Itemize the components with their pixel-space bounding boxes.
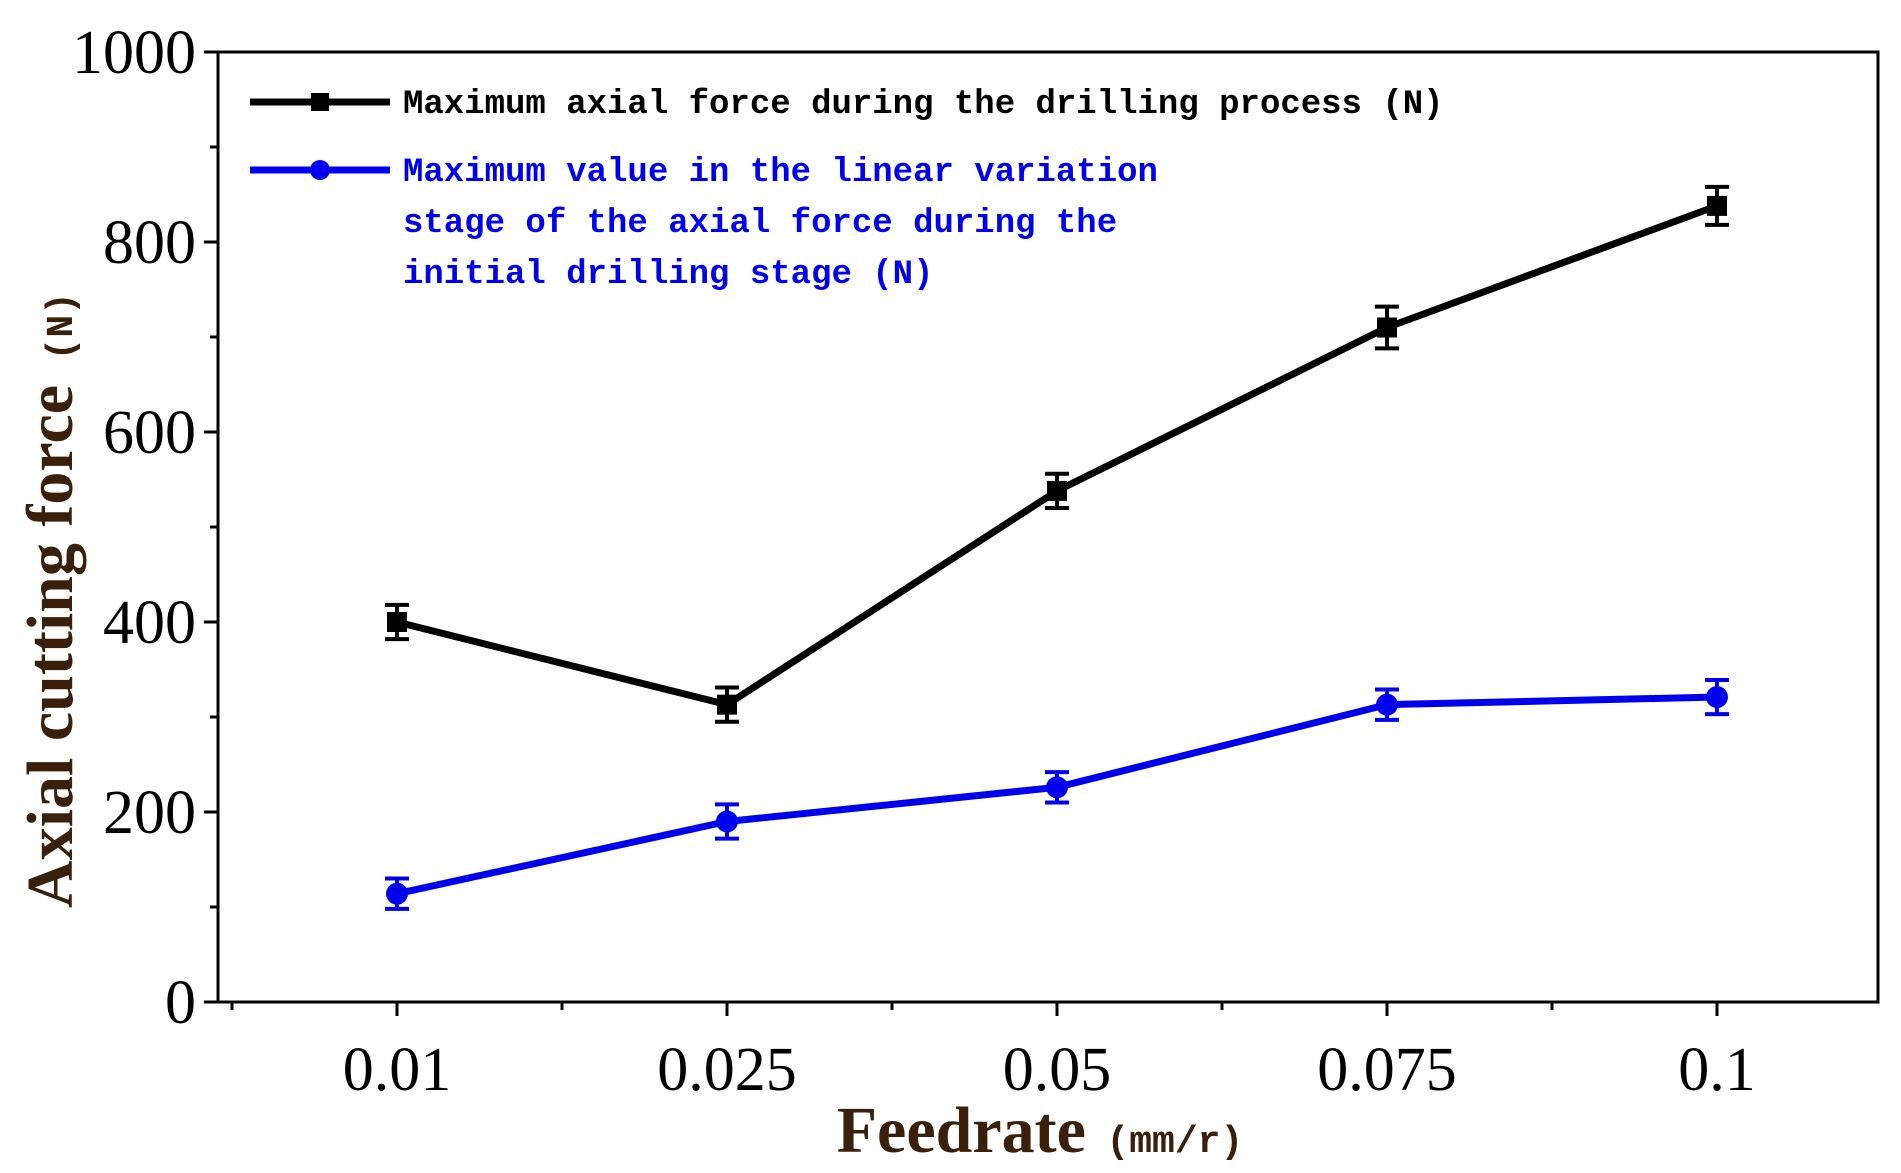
x-axis-title: Feedrate (mm/r) xyxy=(837,1094,1244,1167)
x-axis-unit: (mm/r) xyxy=(1106,1121,1243,1164)
y-tick-label: 400 xyxy=(103,589,196,657)
data-point xyxy=(1377,317,1397,338)
data-point xyxy=(717,694,737,715)
x-tick-label: 0.01 xyxy=(343,1036,452,1104)
x-tick-label: 0.025 xyxy=(657,1036,797,1104)
x-tick-label: 0.05 xyxy=(1003,1036,1112,1104)
data-point xyxy=(1706,686,1728,709)
data-point xyxy=(1046,776,1068,799)
x-tick-label: 0.075 xyxy=(1317,1036,1457,1104)
x-axis-ticks: 0.01 0.025 0.05 0.075 0.1 xyxy=(230,1002,1756,1104)
data-point xyxy=(386,882,408,905)
y-tick-label: 200 xyxy=(103,779,196,847)
data-point xyxy=(387,612,407,632)
legend-entry-1: Maximum axial force during the drilling … xyxy=(250,86,1444,124)
y-axis-unit: (N) xyxy=(41,292,84,360)
legend: Maximum axial force during the drilling … xyxy=(250,86,1444,294)
y-tick-label: 800 xyxy=(103,209,196,277)
legend-marker xyxy=(310,160,330,180)
series-2 xyxy=(385,677,1729,911)
legend-label-line: Maximum axial force during the drilling … xyxy=(403,86,1444,124)
y-axis-label: Axial cutting force xyxy=(14,385,87,908)
data-point xyxy=(1047,480,1067,501)
data-point xyxy=(1376,693,1398,716)
axes-group xyxy=(216,50,1880,1004)
legend-entry-2: Maximum value in the linear variation sta… xyxy=(250,154,1158,294)
legend-label: Maximum axial force during the drilling … xyxy=(403,86,1444,124)
legend-label-line: stage of the axial force during the xyxy=(403,205,1117,243)
plot-frame xyxy=(216,50,1880,1004)
y-axis-ticks: 0 200 400 600 800 1000 xyxy=(72,19,218,1037)
series-1 xyxy=(385,184,1729,724)
y-tick-label: 600 xyxy=(103,399,196,467)
legend-label: Maximum value in the linear variation sta… xyxy=(403,154,1158,294)
x-tick-label: 0.1 xyxy=(1678,1036,1756,1104)
data-point xyxy=(716,810,738,833)
y-tick-label: 0 xyxy=(165,969,196,1037)
legend-marker xyxy=(311,93,329,111)
y-axis-title: Axial cutting force (N) xyxy=(14,292,87,908)
series-group xyxy=(385,184,1729,911)
legend-label-line: initial drilling stage (N) xyxy=(403,256,934,294)
y-tick-label: 1000 xyxy=(72,19,196,87)
x-axis-label: Feedrate xyxy=(837,1094,1086,1167)
data-point xyxy=(1707,195,1727,216)
legend-label-line: Maximum value in the linear variation xyxy=(403,154,1158,192)
